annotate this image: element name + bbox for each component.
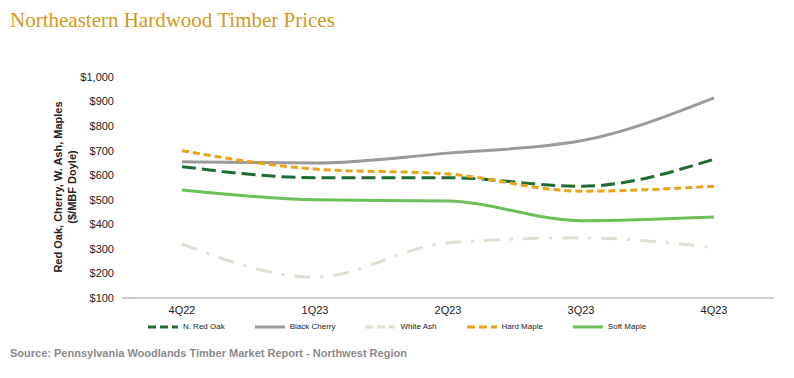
svg-text:$300: $300 (90, 243, 114, 255)
svg-text:$400: $400 (90, 218, 114, 230)
html-text:Soft Maple: Soft Maple (607, 322, 647, 331)
svg-text:$200: $200 (90, 267, 114, 279)
html-text:Black Cherry: Black Cherry (289, 322, 336, 331)
svg-text:4Q22: 4Q22 (169, 304, 196, 316)
html-text:Source: Pennsylvania Woodlands: Source: Pennsylvania Woodlands Timber Ma… (10, 347, 407, 359)
html-text:Hard Maple: Hard Maple (501, 322, 543, 331)
svg-text:2Q23: 2Q23 (435, 304, 462, 316)
svg-text:Red Oak, Cherry, W. Ash, Maple: Red Oak, Cherry, W. Ash, Maples (52, 101, 64, 272)
html-text:N. Red Oak: N. Red Oak (182, 322, 225, 331)
svg-text:($/MBF Doyle): ($/MBF Doyle) (66, 150, 78, 224)
svg-text:$500: $500 (90, 194, 114, 206)
svg-text:$600: $600 (90, 169, 114, 181)
svg-text:$800: $800 (90, 120, 114, 132)
html-text:White Ash: White Ash (400, 322, 437, 331)
svg-text:1Q23: 1Q23 (302, 304, 329, 316)
svg-text:3Q23: 3Q23 (568, 304, 595, 316)
svg-text:$700: $700 (90, 145, 114, 157)
svg-text:$100: $100 (90, 292, 114, 304)
svg-text:$900: $900 (90, 95, 114, 107)
svg-text:4Q23: 4Q23 (701, 304, 728, 316)
svg-text:$1,000: $1,000 (80, 71, 114, 83)
html-text:Northeastern Hardwood Timber P: Northeastern Hardwood Timber Prices (10, 8, 335, 32)
